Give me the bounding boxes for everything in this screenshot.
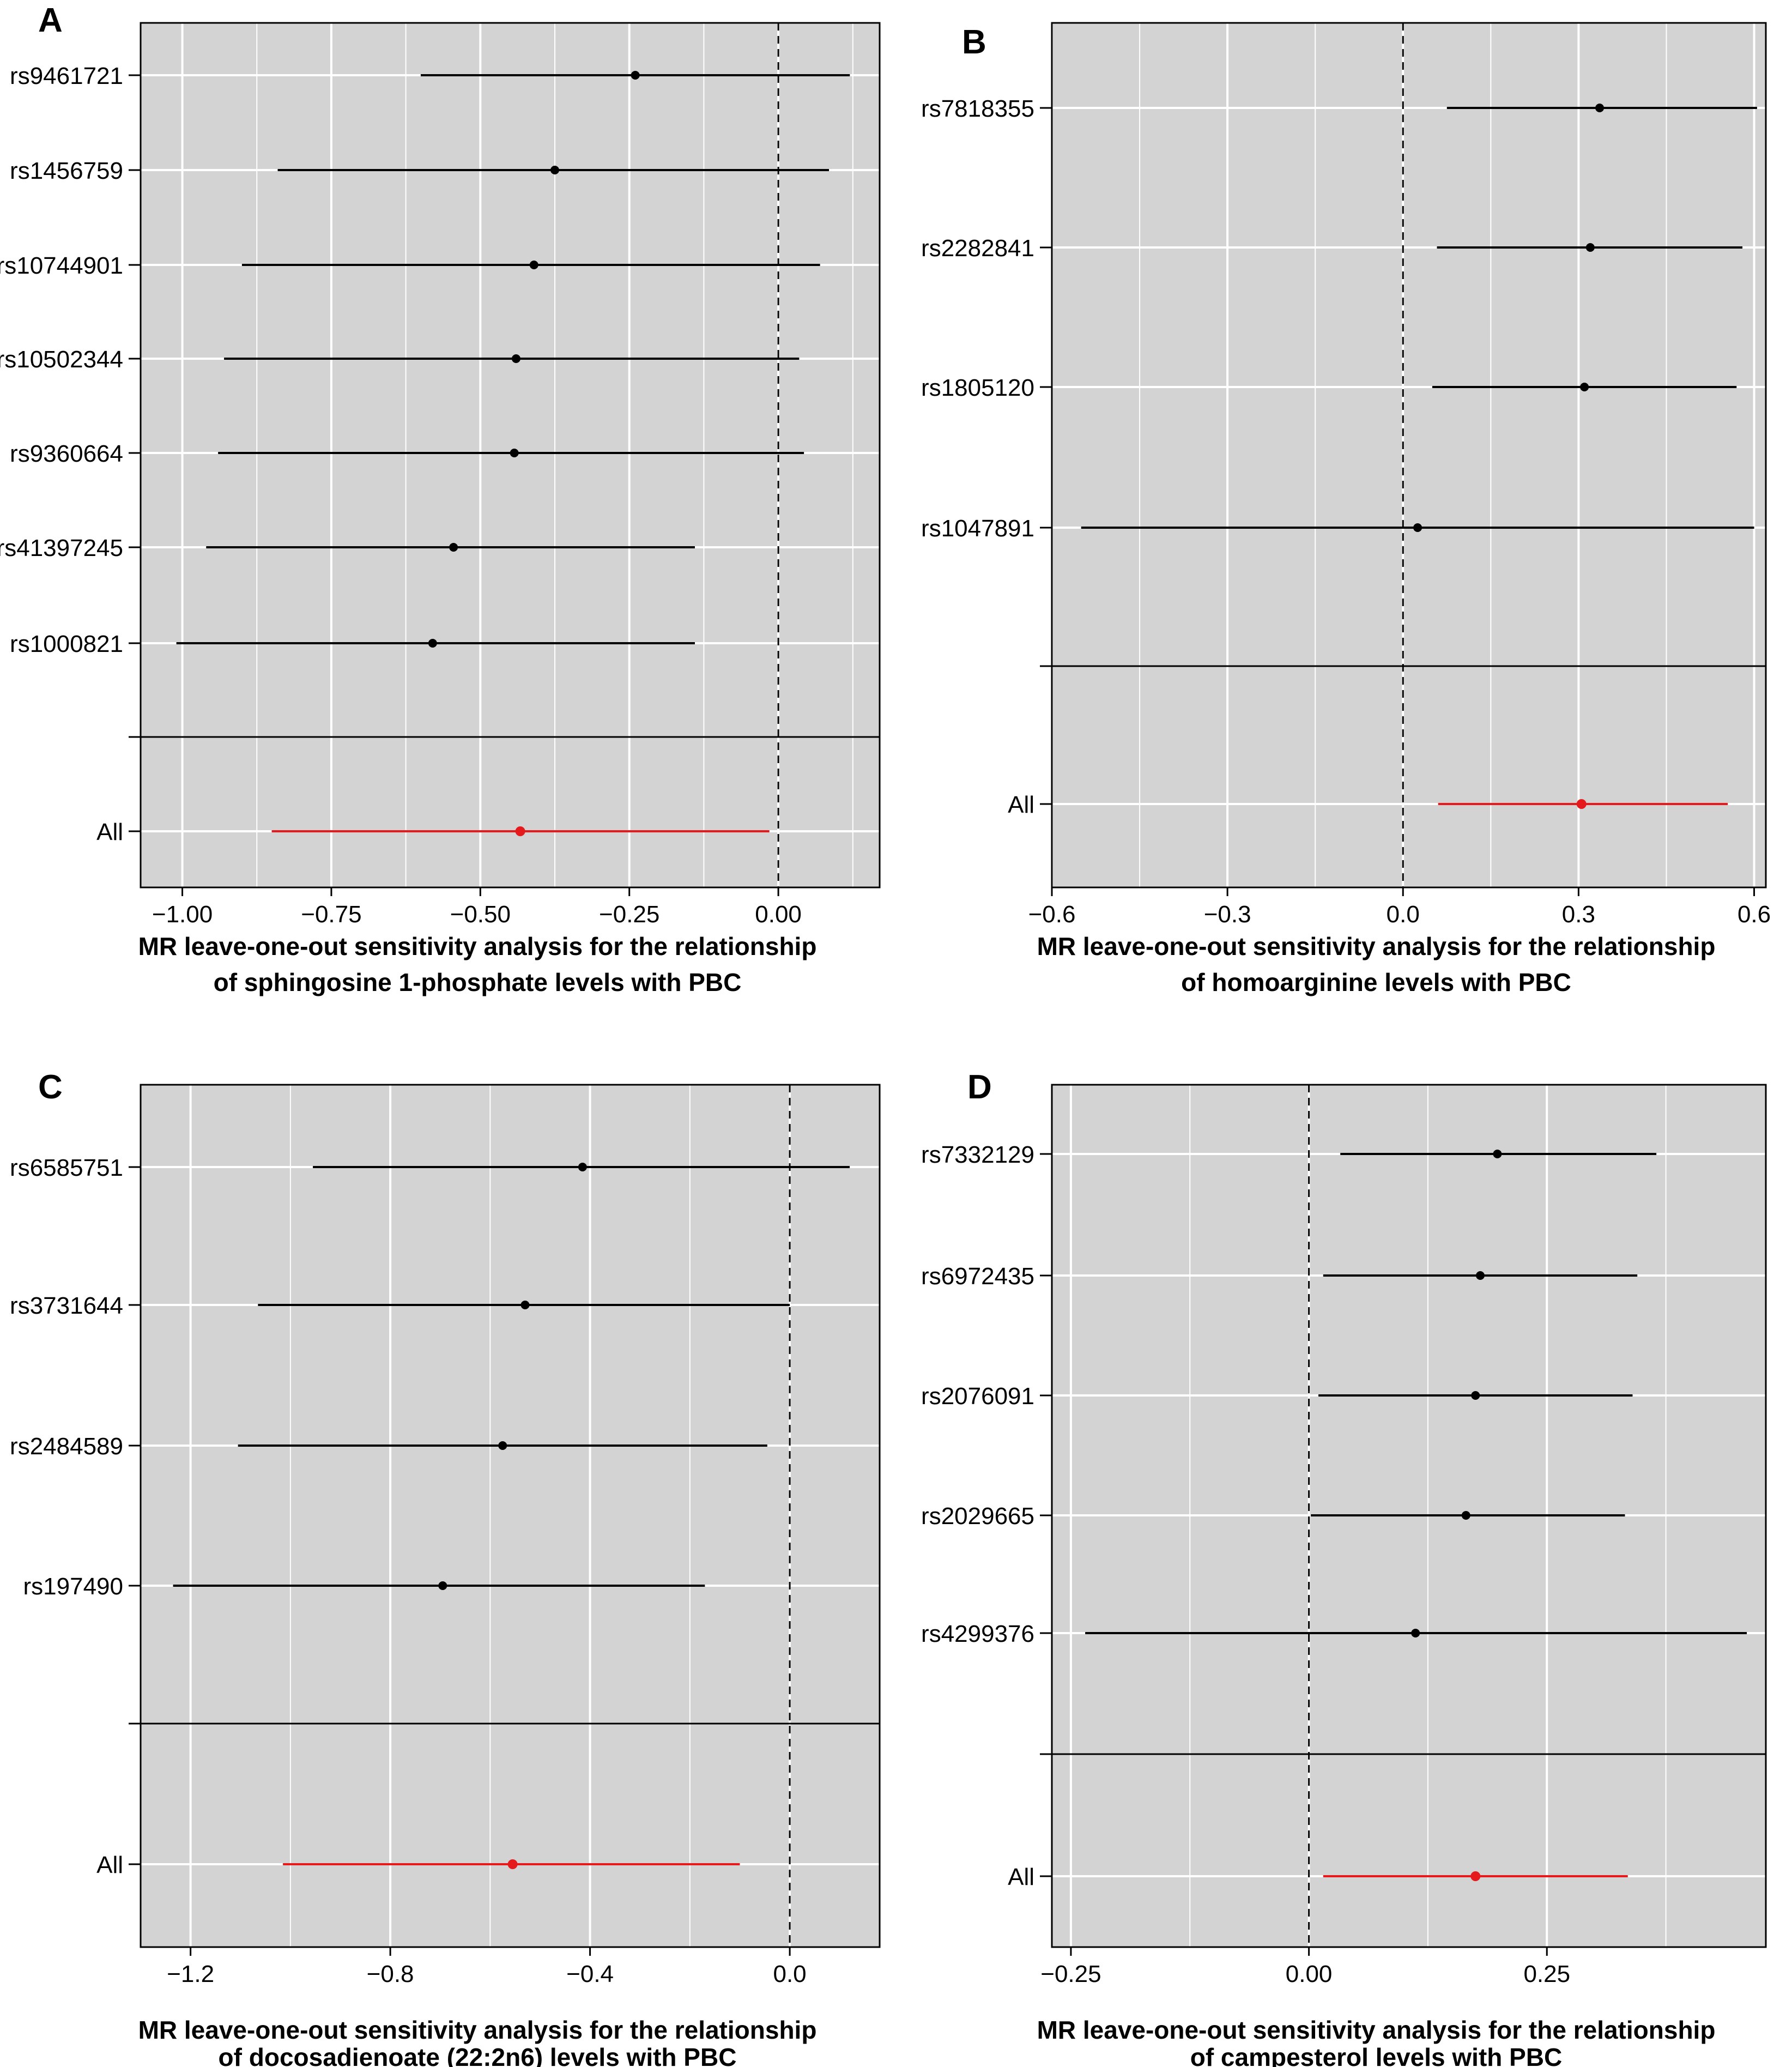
overall-label: All xyxy=(96,819,123,845)
estimate-point xyxy=(578,1163,587,1171)
estimate-point xyxy=(511,354,520,363)
row-label: rs10744901 xyxy=(0,252,123,279)
panel-a: rs9461721 rs1456759 rs10744901 rs10502344 rs… xyxy=(0,2,881,996)
x-tick-label: 0.25 xyxy=(1523,1961,1570,1987)
overall-estimate-point xyxy=(1470,1871,1481,1881)
x-tick-label: 0.0 xyxy=(1387,901,1420,928)
axis-caption-line2: of sphingosine 1-phosphate levels with P… xyxy=(214,968,742,996)
axis-caption-line2: of campesterol levels with PBC xyxy=(1190,2043,1563,2067)
x-tick-label: −1.00 xyxy=(152,901,213,928)
row-label: rs2029665 xyxy=(921,1503,1034,1530)
axis-caption-line1: MR leave-one-out sensitivity analysis fo… xyxy=(138,2016,817,2044)
panel-b: rs7818355 rs2282841 rs1805120 rs1047891 All −… xyxy=(921,22,1771,996)
plot-background xyxy=(141,1085,880,1947)
axis-caption-line1: MR leave-one-out sensitivity analysis fo… xyxy=(1037,932,1716,960)
estimate-point xyxy=(498,1441,507,1450)
panel-c: rs6585751 rs3731644 rs2484589 rs197490 All −1… xyxy=(10,1068,881,2067)
estimate-point xyxy=(1493,1150,1502,1158)
estimate-point xyxy=(520,1301,530,1309)
estimate-point xyxy=(1585,243,1595,252)
plot-frame xyxy=(1051,1084,1767,1948)
x-tick-label: −1.2 xyxy=(167,1961,214,1987)
x-tick-label: −0.8 xyxy=(367,1961,414,1987)
panel-letter: B xyxy=(962,23,986,61)
row-label: rs1047891 xyxy=(921,515,1034,542)
overall-label: All xyxy=(1008,1864,1034,1890)
panel-letter: A xyxy=(38,2,63,39)
row-label: rs197490 xyxy=(23,1573,123,1600)
estimate-point xyxy=(510,449,519,457)
axis-caption-line2: of docosadienoate (22:2n6) levels with P… xyxy=(219,2043,737,2067)
overall-estimate-point xyxy=(515,826,525,836)
x-tick-label: −0.25 xyxy=(1040,1961,1101,1987)
row-label: rs2484589 xyxy=(10,1433,123,1460)
plot-frame xyxy=(140,22,881,889)
row-label: rs3731644 xyxy=(10,1292,123,1319)
overall-estimate-point xyxy=(1576,799,1587,809)
x-tick-label: 0.00 xyxy=(1286,1961,1333,1987)
plot-background xyxy=(1052,23,1766,887)
estimate-point xyxy=(1413,523,1422,532)
row-label: rs6585751 xyxy=(10,1155,123,1181)
row-label: rs6972435 xyxy=(921,1263,1034,1290)
x-tick-label: −0.6 xyxy=(1028,901,1076,928)
plot-frame xyxy=(1051,22,1767,889)
panel-d: rs7332129 rs6972435 rs2076091 rs2029665 rs42… xyxy=(921,1068,1767,2067)
row-label: rs1456759 xyxy=(10,158,123,184)
estimate-point xyxy=(1595,104,1605,112)
plot-frame xyxy=(140,1084,881,1948)
axis-caption-line1: MR leave-one-out sensitivity analysis fo… xyxy=(138,932,817,960)
x-tick-label: −0.50 xyxy=(450,901,511,928)
row-label: rs2282841 xyxy=(921,235,1034,262)
x-tick-label: −0.3 xyxy=(1204,901,1251,928)
x-tick-label: 0.6 xyxy=(1737,901,1771,928)
estimate-point xyxy=(1471,1391,1480,1400)
row-label: rs4299376 xyxy=(921,1621,1034,1647)
x-tick-label: 0.3 xyxy=(1562,901,1595,928)
overall-label: All xyxy=(1008,791,1034,818)
row-label: rs7332129 xyxy=(921,1141,1034,1168)
plot-background xyxy=(141,23,880,887)
row-label: rs1805120 xyxy=(921,374,1034,401)
overall-label: All xyxy=(96,1852,123,1878)
panel-letter: C xyxy=(38,1068,63,1106)
estimate-point xyxy=(449,543,458,552)
estimate-point xyxy=(438,1581,447,1590)
x-tick-label: −0.25 xyxy=(599,901,659,928)
estimate-point xyxy=(1461,1511,1470,1520)
row-label: rs7818355 xyxy=(921,95,1034,122)
row-label: rs1000821 xyxy=(10,631,123,657)
estimate-point xyxy=(428,639,437,648)
x-tick-label: 0.0 xyxy=(773,1961,806,1987)
row-label: rs41397245 xyxy=(0,535,123,561)
estimate-point xyxy=(1476,1271,1485,1280)
estimate-point xyxy=(631,71,640,80)
estimate-point xyxy=(1580,383,1589,391)
row-label: rs9360664 xyxy=(10,440,123,467)
row-label: rs9461721 xyxy=(10,63,123,89)
x-tick-label: 0.00 xyxy=(755,901,802,928)
panel-letter: D xyxy=(967,1068,992,1106)
overall-estimate-point xyxy=(507,1859,518,1869)
x-tick-label: −0.75 xyxy=(301,901,361,928)
estimate-point xyxy=(529,261,538,269)
axis-caption-line1: MR leave-one-out sensitivity analysis fo… xyxy=(1037,2016,1716,2044)
x-tick-label: −0.4 xyxy=(566,1961,614,1987)
estimate-point xyxy=(1411,1629,1420,1637)
axis-caption-line2: of homoarginine levels with PBC xyxy=(1181,968,1571,996)
estimate-point xyxy=(550,166,560,174)
row-label: rs10502344 xyxy=(0,346,123,373)
row-label: rs2076091 xyxy=(921,1383,1034,1410)
